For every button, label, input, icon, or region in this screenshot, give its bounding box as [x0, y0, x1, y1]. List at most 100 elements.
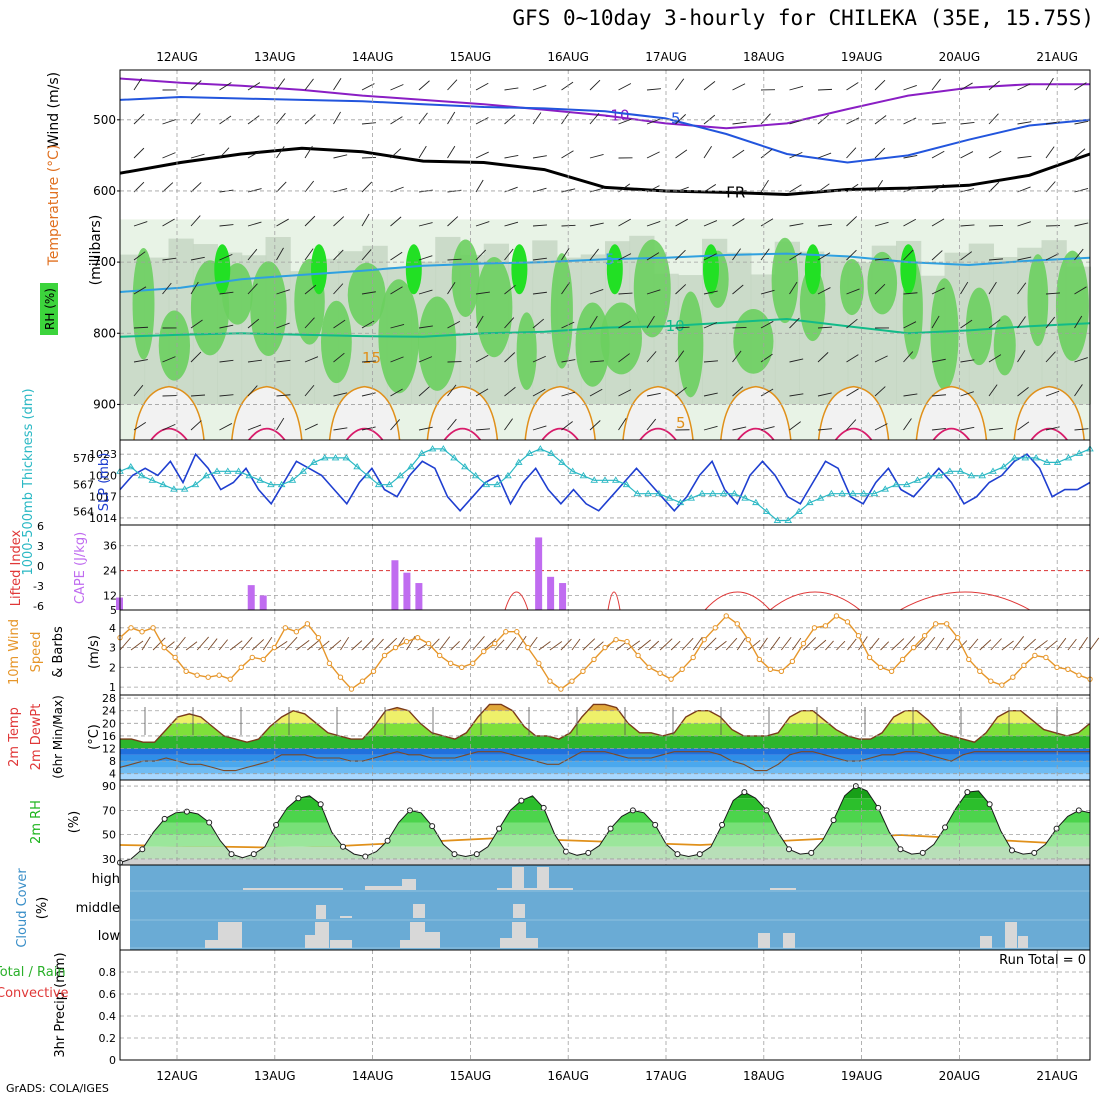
- isotherm-label: FR: [726, 183, 745, 201]
- wind-barb-10m: [1034, 640, 1048, 651]
- isotherm-5-low-label: 5: [676, 414, 686, 432]
- wind-barb: [846, 318, 858, 329]
- wind-barb-10m: [218, 639, 228, 651]
- rh-marker: [384, 837, 391, 844]
- wind-barb: [447, 281, 456, 295]
- wind-barb: [418, 356, 433, 363]
- wind-barb-10m: [781, 636, 792, 651]
- wind-barb: [475, 249, 487, 261]
- wind-barb: [732, 426, 747, 431]
- wind-barb: [1017, 349, 1026, 363]
- wind-speed-marker: [326, 660, 333, 667]
- wind-barb: [276, 322, 290, 329]
- precip-panel: 0 0.2 0.4 0.6 0.8 Run Total = 0 3hr Precip (mm…: [0, 949, 1091, 1067]
- temp-ytick-label: 16: [102, 730, 116, 743]
- wind-barb: [276, 394, 291, 397]
- rh-line: [119, 785, 1091, 864]
- wind-speed-marker: [447, 660, 454, 667]
- wind-barb: [133, 422, 147, 431]
- wind-speed-marker: [227, 676, 233, 682]
- rh-bright-cell: [804, 244, 821, 295]
- wind-barb-10m: [670, 640, 681, 651]
- wind-barb-10m: [692, 636, 703, 651]
- wind-barb-10m: [174, 636, 186, 651]
- wind-barb: [475, 428, 490, 431]
- wind-barb-10m: [825, 640, 834, 651]
- wind-barb: [988, 225, 1004, 227]
- wind-speed-marker: [492, 640, 498, 647]
- rh-green-cell: [633, 239, 671, 338]
- wind-barb: [646, 221, 661, 227]
- wind-barb: [703, 322, 718, 329]
- thickness-marker: [935, 471, 943, 479]
- isotherm-line: [119, 95, 1091, 164]
- wind-barb: [304, 248, 314, 261]
- top-date-label: 21AUG: [1036, 50, 1078, 64]
- wind-speed-marker: [789, 658, 796, 665]
- cloud-high-bar: [512, 867, 524, 890]
- rh-legend-swatch: [40, 283, 58, 335]
- rh-marker: [562, 848, 569, 855]
- wind-barb: [931, 358, 946, 363]
- thickness-marker: [558, 458, 566, 465]
- thickness-marker: [665, 494, 674, 501]
- warm-arch: [541, 427, 579, 441]
- wind-barb: [1045, 316, 1056, 329]
- wind-barb-10m: [758, 637, 768, 651]
- lifted-index-curve: [899, 591, 1031, 611]
- cape-bar: [415, 583, 423, 610]
- wind-speed-marker: [293, 629, 300, 635]
- wind-speed-marker: [569, 678, 575, 684]
- rh-marker: [540, 804, 547, 811]
- thickness-marker: [967, 471, 976, 479]
- wind-barb: [1017, 316, 1026, 329]
- rh-marker: [161, 815, 168, 822]
- thickness-marker: [590, 476, 599, 483]
- wind-barb: [1017, 256, 1032, 261]
- wind-speed-marker: [194, 672, 200, 678]
- thickness-marker: [924, 471, 933, 479]
- wind-barb: [618, 389, 632, 397]
- cloud-block: [512, 922, 526, 948]
- rh-marker: [317, 801, 324, 808]
- cloud-high-bar: [402, 879, 416, 890]
- wind-barb: [931, 394, 946, 397]
- wind-barb: [304, 384, 315, 397]
- thickness-marker: [708, 489, 717, 497]
- wind-barb-10m: [494, 639, 505, 651]
- wind-barb: [846, 249, 857, 261]
- wind-barb: [703, 290, 718, 295]
- wind-barb: [618, 320, 631, 329]
- wind-barb: [646, 151, 660, 159]
- temp-band: [120, 754, 1090, 762]
- wind-speed-marker: [723, 613, 729, 619]
- wind-speed-marker: [977, 668, 983, 674]
- wind-barb: [817, 392, 832, 397]
- wind-speed-marker: [503, 629, 509, 635]
- wind-speed-marker: [558, 686, 564, 692]
- wind-barb: [276, 146, 285, 159]
- thickness-marker: [213, 467, 221, 474]
- wind-barb: [133, 251, 146, 261]
- wind-barb: [447, 320, 461, 329]
- thickness-marker: [267, 480, 275, 488]
- wind-barb-10m: [439, 636, 451, 651]
- cloud-high-bar: [365, 886, 405, 890]
- low-level-arch: [133, 385, 205, 441]
- wind-speed-line: [119, 614, 1091, 691]
- wind-barb: [190, 182, 202, 193]
- li-ytick-label: 6: [37, 520, 44, 533]
- wind-speed-marker: [282, 625, 289, 631]
- wind-barb-10m: [979, 639, 992, 651]
- wind-barb: [817, 326, 832, 329]
- wind-barb: [874, 423, 888, 431]
- wind-barb: [475, 354, 489, 363]
- thickness-marker: [978, 471, 987, 479]
- wind-speed-marker: [459, 664, 465, 671]
- wind-barb: [190, 319, 203, 329]
- wind-barb-10m: [373, 638, 384, 651]
- wind-barb: [589, 289, 604, 295]
- thickness-marker: [687, 494, 696, 501]
- wind-barb: [589, 154, 604, 159]
- wind-speed-marker: [128, 625, 134, 631]
